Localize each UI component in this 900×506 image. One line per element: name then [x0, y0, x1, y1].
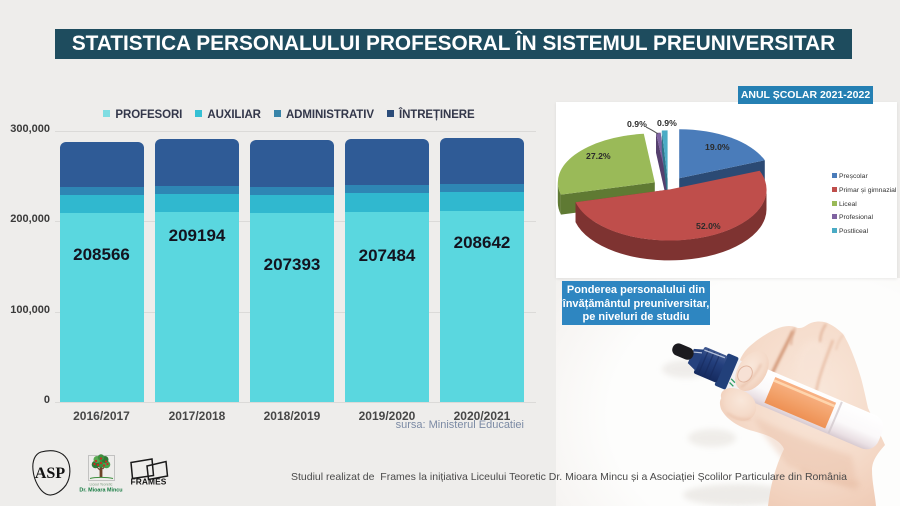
svg-text:Liceul Teoretic: Liceul Teoretic: [90, 483, 113, 487]
svg-text:ASP: ASP: [35, 465, 65, 482]
svg-text:FRAMES: FRAMES: [131, 477, 167, 487]
svg-text:Dr. Mioara Mincu: Dr. Mioara Mincu: [79, 488, 122, 494]
